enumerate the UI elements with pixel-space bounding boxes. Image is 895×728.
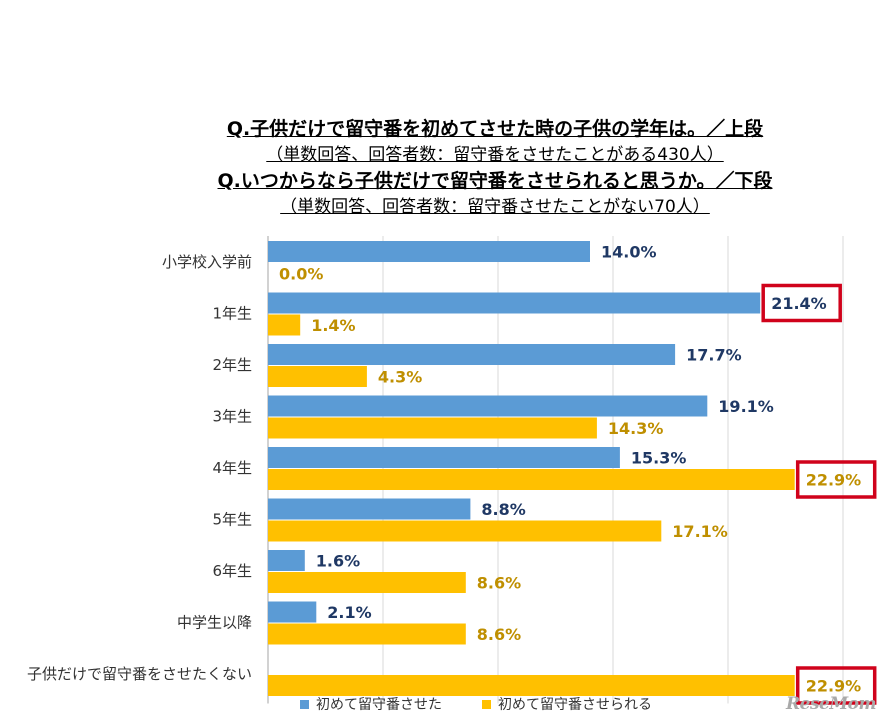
value-label: 1.6%: [316, 552, 360, 571]
bar: [268, 469, 795, 490]
bar: [268, 572, 466, 593]
bar: [268, 366, 367, 387]
bar: [268, 292, 761, 314]
legend-item-2: 初めて留守番させられる: [482, 694, 652, 714]
value-label: 1.4%: [311, 316, 355, 335]
legend-label-2: 初めて留守番させられる: [498, 697, 652, 713]
value-label: 8.6%: [477, 574, 521, 593]
value-label: 17.1%: [672, 522, 728, 541]
category-label: 1年生: [212, 305, 252, 323]
highlight-box: [795, 666, 877, 705]
category-label: 6年生: [212, 562, 252, 580]
highlight-boxes: [761, 283, 877, 705]
value-label: 8.8%: [481, 500, 525, 519]
bar: [268, 623, 466, 645]
legend-swatch-blue: [300, 699, 309, 709]
question-1-title: Q.子供だけで留守番を初めてさせた時の子供の学年は。／上段: [226, 118, 764, 140]
question-2-subtitle: （単数回答、回答者数：留守番させたことがない70人）: [280, 197, 710, 217]
category-label: 中学生以降: [177, 614, 252, 632]
category-label: 3年生: [212, 408, 252, 426]
bar: [268, 601, 317, 623]
category-label: 子供だけで留守番をさせたくない: [27, 665, 252, 683]
value-label: 4.3%: [378, 368, 422, 387]
value-label: 17.7%: [686, 346, 742, 365]
value-label: 22.9%: [806, 471, 862, 490]
value-label: 19.1%: [718, 397, 774, 416]
value-label: 0.0%: [279, 265, 323, 284]
bar: [268, 241, 590, 262]
value-label: 21.4%: [771, 294, 827, 313]
bar: [268, 314, 301, 336]
value-labels: 14.0% 0.0% 21.4% 1.4% 17.7% 4.3% 19.1% 14.3% 15.…: [279, 243, 861, 696]
bar: [268, 344, 676, 365]
bar: [268, 498, 471, 520]
category-label: 小学校入学前: [162, 253, 252, 271]
bar: [268, 675, 795, 696]
question-2-title: Q.いつからなら子供だけで留守番をさせられると思うか。／下段: [217, 170, 773, 192]
resemom-logo: ReseMom: [786, 694, 876, 714]
question-1-subtitle: （単数回答、回答者数：留守番をさせたことがある430人）: [266, 145, 724, 165]
category-labels: 小学校入学前 1年生 2年生 3年生 4年生 5年生 6年生中学生以降子供だけで留守番をさせ…: [27, 253, 252, 683]
bar: [268, 447, 620, 468]
bar: [268, 417, 597, 439]
bar: [268, 550, 305, 571]
value-label: 15.3%: [631, 449, 687, 468]
value-label: 14.0%: [601, 243, 657, 262]
category-label: 4年生: [212, 459, 252, 477]
bars: [268, 241, 795, 696]
legend: 初めて留守番させた 初めて留守番させられる: [300, 694, 652, 714]
value-label: 8.6%: [477, 625, 521, 644]
value-label: 2.1%: [327, 603, 371, 622]
legend-item-1: 初めて留守番させた: [300, 694, 442, 714]
highlight-box: [761, 283, 842, 323]
bar: [268, 520, 662, 542]
value-label: 14.3%: [608, 419, 664, 438]
value-label: 22.9%: [806, 677, 862, 696]
legend-swatch-yellow: [482, 699, 491, 709]
bar: [268, 395, 708, 417]
category-label: 2年生: [212, 356, 252, 374]
legend-label-1: 初めて留守番させた: [316, 697, 442, 713]
chart-title: Q.子供だけで留守番を初めてさせた時の子供の学年は。／上段 （単数回答、回答者数…: [150, 116, 840, 220]
highlight-box: [795, 460, 877, 499]
category-label: 5年生: [212, 511, 252, 529]
